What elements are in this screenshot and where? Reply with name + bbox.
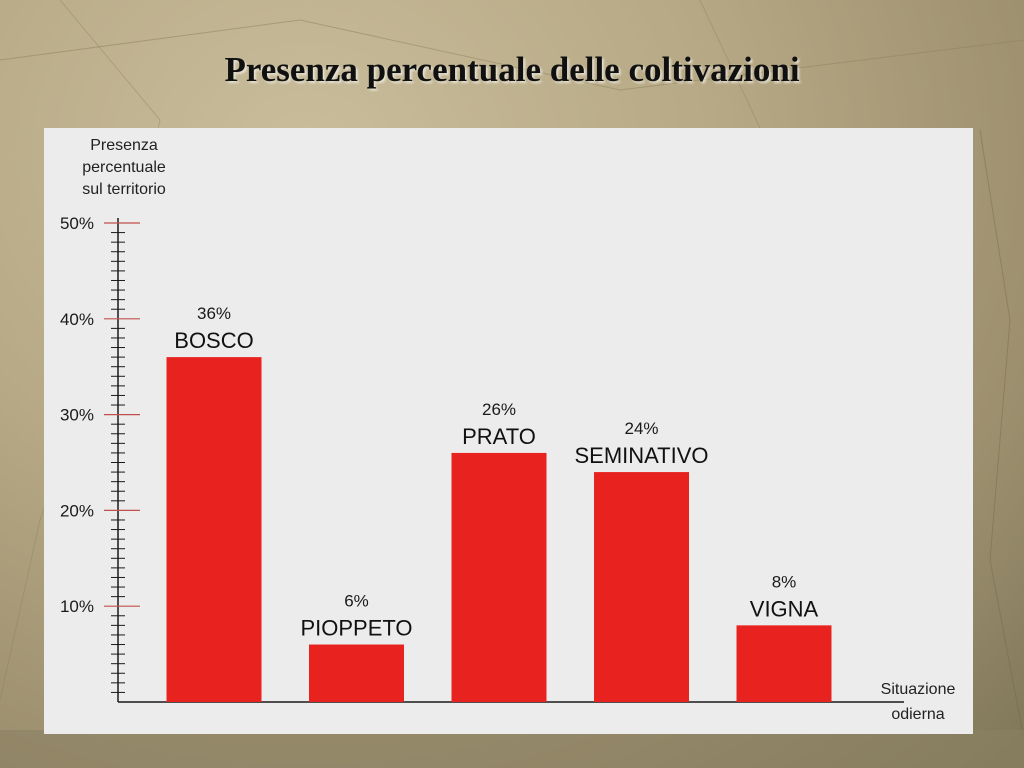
y-tick-label: 40% xyxy=(60,310,94,329)
x-axis-label-line-2: odierna xyxy=(891,706,944,723)
category-label: VIGNA xyxy=(750,596,819,621)
bar-bosco xyxy=(166,357,262,702)
bar-seminativo xyxy=(594,472,689,702)
y-tick-label: 20% xyxy=(60,501,94,520)
y-axis-label-line-3: sul territorio xyxy=(82,181,166,198)
category-label: SEMINATIVO xyxy=(574,443,708,468)
value-label: 6% xyxy=(344,592,369,611)
y-axis-minor-ticks xyxy=(111,232,125,693)
y-axis-label-line-2: percentuale xyxy=(82,159,166,176)
bars-group xyxy=(166,357,832,702)
y-tick-label: 50% xyxy=(60,214,94,233)
y-tick-label: 30% xyxy=(60,406,94,425)
value-label: 36% xyxy=(197,304,231,323)
category-label: BOSCO xyxy=(174,328,253,353)
bar-vigna xyxy=(736,625,832,702)
bar-labels-group: 36% BOSCO 6% PIOPPETO 26% PRATO 24% SEMINATIVO 8… xyxy=(174,304,818,640)
y-axis-tick-labels: 10% 20% 30% 40% 50% xyxy=(60,214,94,616)
bar-chart: Presenza percentuale sul territorio 10% 2… xyxy=(60,137,956,723)
y-tick-label: 10% xyxy=(60,597,94,616)
value-label: 24% xyxy=(624,419,658,438)
slide-title: Presenza percentuale delle coltivazioni xyxy=(224,50,800,89)
x-axis-label-line-1: Situazione xyxy=(881,681,956,698)
y-axis-label-line-1: Presenza xyxy=(90,137,158,154)
bar-pioppeto xyxy=(309,644,404,702)
value-label: 8% xyxy=(772,572,797,591)
y-axis-major-ticks xyxy=(104,222,140,607)
category-label: PIOPPETO xyxy=(300,616,412,641)
value-label: 26% xyxy=(482,400,516,419)
category-label: PRATO xyxy=(462,424,536,449)
bar-prato xyxy=(451,452,547,702)
chart-panel: Presenza percentuale sul territorio 10% 2… xyxy=(44,128,973,734)
